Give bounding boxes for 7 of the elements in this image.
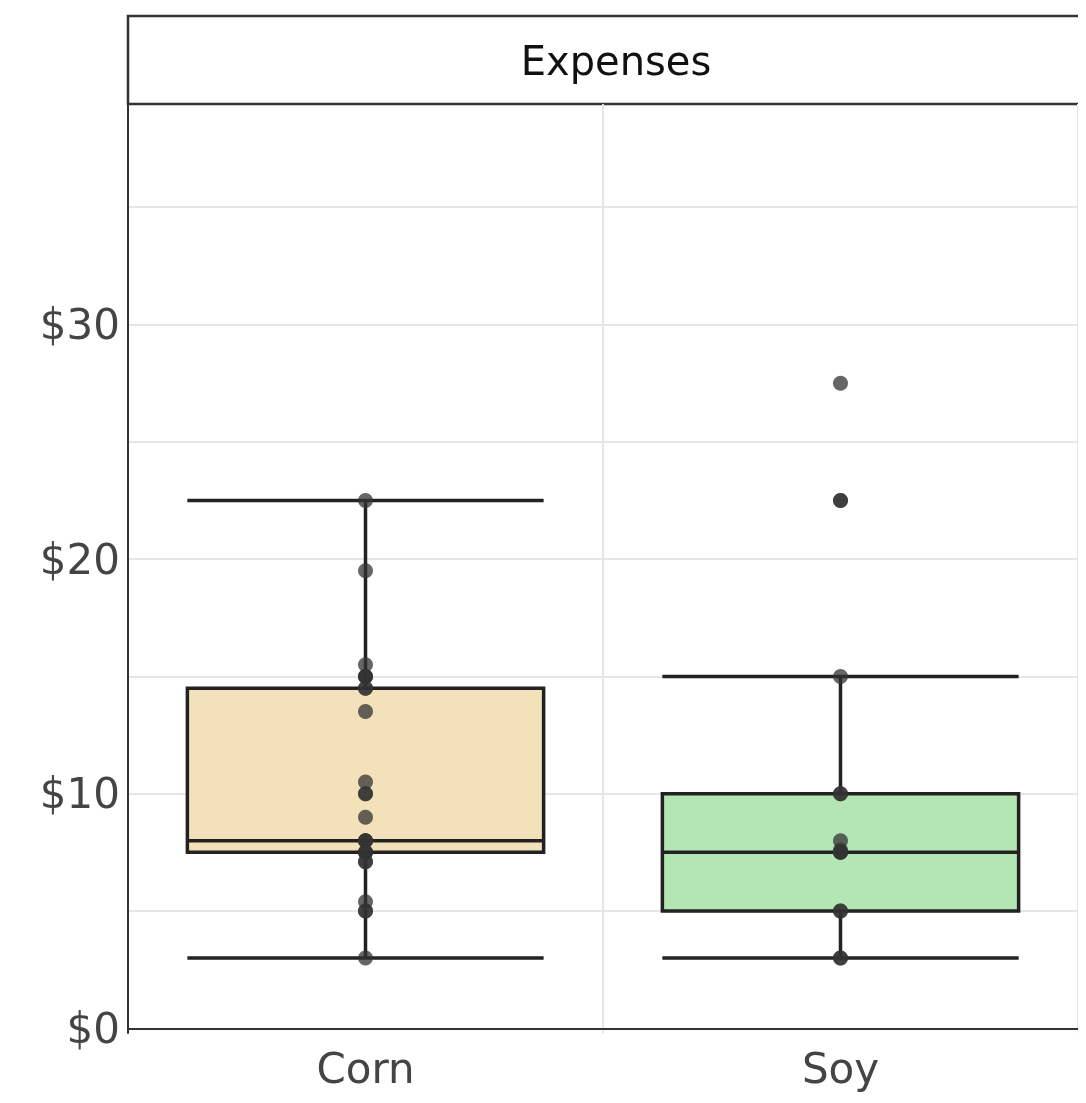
chart-title: Expenses — [520, 38, 712, 84]
y-tick-label: $10 — [39, 769, 120, 819]
x-tick-label: Corn — [316, 1043, 415, 1093]
y-tick-label: $30 — [39, 300, 120, 350]
y-tick-label: $20 — [39, 534, 120, 584]
x-tick-label: Soy — [801, 1043, 880, 1093]
y-tick-label: $0 — [66, 1003, 120, 1053]
